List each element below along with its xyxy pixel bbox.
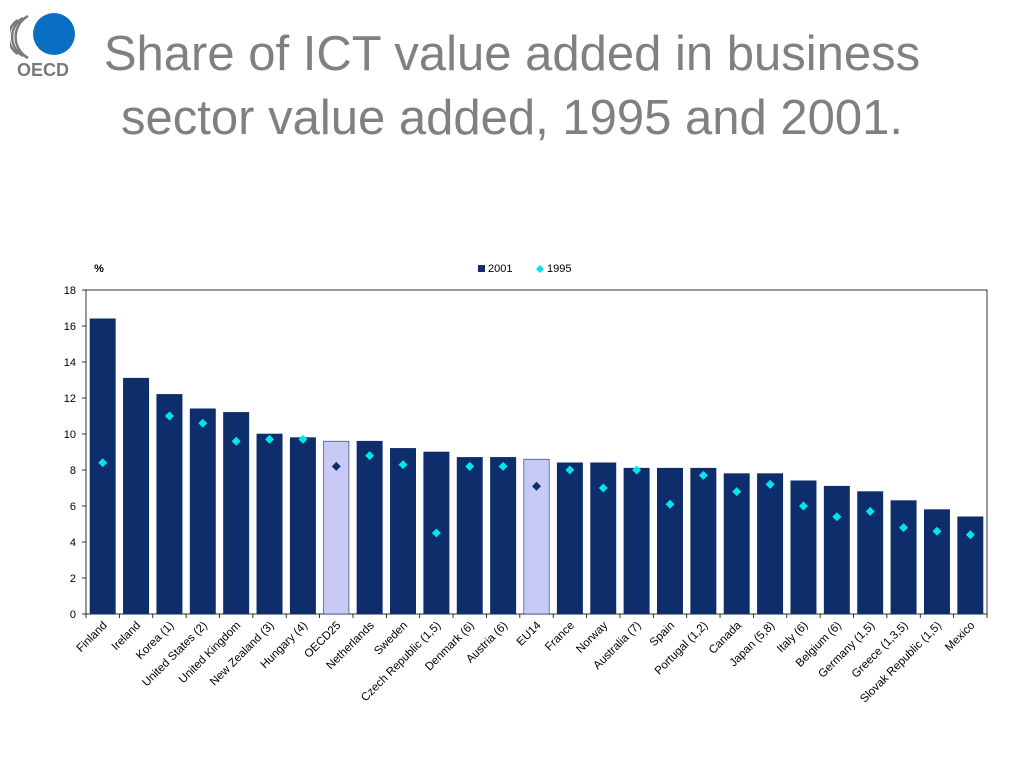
category-label: EU14 <box>515 619 544 648</box>
marker-1995 <box>598 483 608 493</box>
logo-arc-1 <box>10 18 19 56</box>
logo-circle <box>33 13 75 55</box>
y-tick-label: 8 <box>70 465 76 477</box>
marker-1995 <box>231 436 241 446</box>
y-tick-label: 0 <box>70 609 76 621</box>
marker-1995 <box>899 523 909 533</box>
bar-2001 <box>256 433 283 615</box>
marker-1995 <box>965 530 975 540</box>
bar-2001 <box>657 467 683 615</box>
bar-2001 <box>823 485 850 615</box>
bar-2001 <box>690 467 717 615</box>
bar-2001 <box>456 457 483 615</box>
y-axis-unit-label: % <box>94 263 104 275</box>
logo-arc-3 <box>14 14 29 60</box>
logo-arc-2 <box>10 16 24 58</box>
bar-2001 <box>223 412 250 615</box>
marker-1995 <box>98 458 108 468</box>
legend-swatch-2001 <box>478 265 485 272</box>
oecd-logo: OECD <box>10 13 75 80</box>
marker-1995 <box>498 461 508 471</box>
bar-2001 <box>490 457 517 615</box>
marker-1995 <box>298 434 308 444</box>
category-label: United Kingdom <box>177 620 243 686</box>
bar-2001 <box>123 377 150 615</box>
bar-2001 <box>623 467 650 615</box>
y-tick-label: 18 <box>64 285 76 297</box>
marker-1995 <box>932 526 942 536</box>
chart-markers <box>98 411 975 540</box>
y-tick-label: 10 <box>64 429 76 441</box>
marker-1995 <box>665 499 675 509</box>
marker-1995 <box>398 460 408 470</box>
bar-2001 <box>890 500 917 615</box>
marker-1995 <box>164 411 174 421</box>
y-tick-label: 4 <box>70 537 76 549</box>
logo-text: OECD <box>17 60 69 80</box>
bar-2001 <box>723 473 750 615</box>
marker-1995 <box>198 418 208 428</box>
page-title: Share of ICT value added in business sec… <box>103 27 921 145</box>
category-label: Mexico <box>943 620 977 654</box>
marker-1995 <box>832 512 842 522</box>
bar-2001 <box>556 462 583 615</box>
marker-1995 <box>765 479 775 489</box>
category-label: France <box>543 620 577 654</box>
marker-1995 <box>698 470 708 480</box>
marker-1995 <box>865 506 875 516</box>
bar-2001 <box>189 408 216 615</box>
marker-1995 <box>798 501 808 511</box>
category-label: Finland <box>75 620 110 655</box>
chart-legend: 2001 1995 <box>478 263 571 275</box>
marker-1995 <box>732 487 742 497</box>
marker-1995 <box>532 481 541 491</box>
y-tick-label: 16 <box>64 321 76 333</box>
bar-2001 <box>923 509 950 615</box>
legend-label-1995: 1995 <box>547 263 571 275</box>
marker-1995 <box>431 528 441 538</box>
y-tick-label: 12 <box>64 393 76 405</box>
y-tick-label: 14 <box>64 357 76 369</box>
y-tick-label: 2 <box>70 573 76 585</box>
marker-1995 <box>565 465 575 475</box>
bar-2001 <box>156 394 183 615</box>
y-tick-label: 6 <box>70 501 76 513</box>
bar-2001 <box>289 437 316 615</box>
bar-2001 <box>790 480 817 615</box>
bar-2001 <box>356 440 383 615</box>
category-label: Spain <box>648 620 677 649</box>
bar-2001 <box>390 448 416 615</box>
bar-2001 <box>757 473 784 615</box>
marker-1995 <box>331 461 341 471</box>
category-label: Ireland <box>110 620 143 653</box>
legend-label-2001: 2001 <box>488 263 512 275</box>
marker-1995 <box>632 465 642 475</box>
marker-1995 <box>465 461 475 471</box>
legend-swatch-1995 <box>536 265 544 273</box>
marker-1995 <box>265 434 275 444</box>
marker-1995 <box>365 451 375 461</box>
chart-bars <box>89 318 984 615</box>
